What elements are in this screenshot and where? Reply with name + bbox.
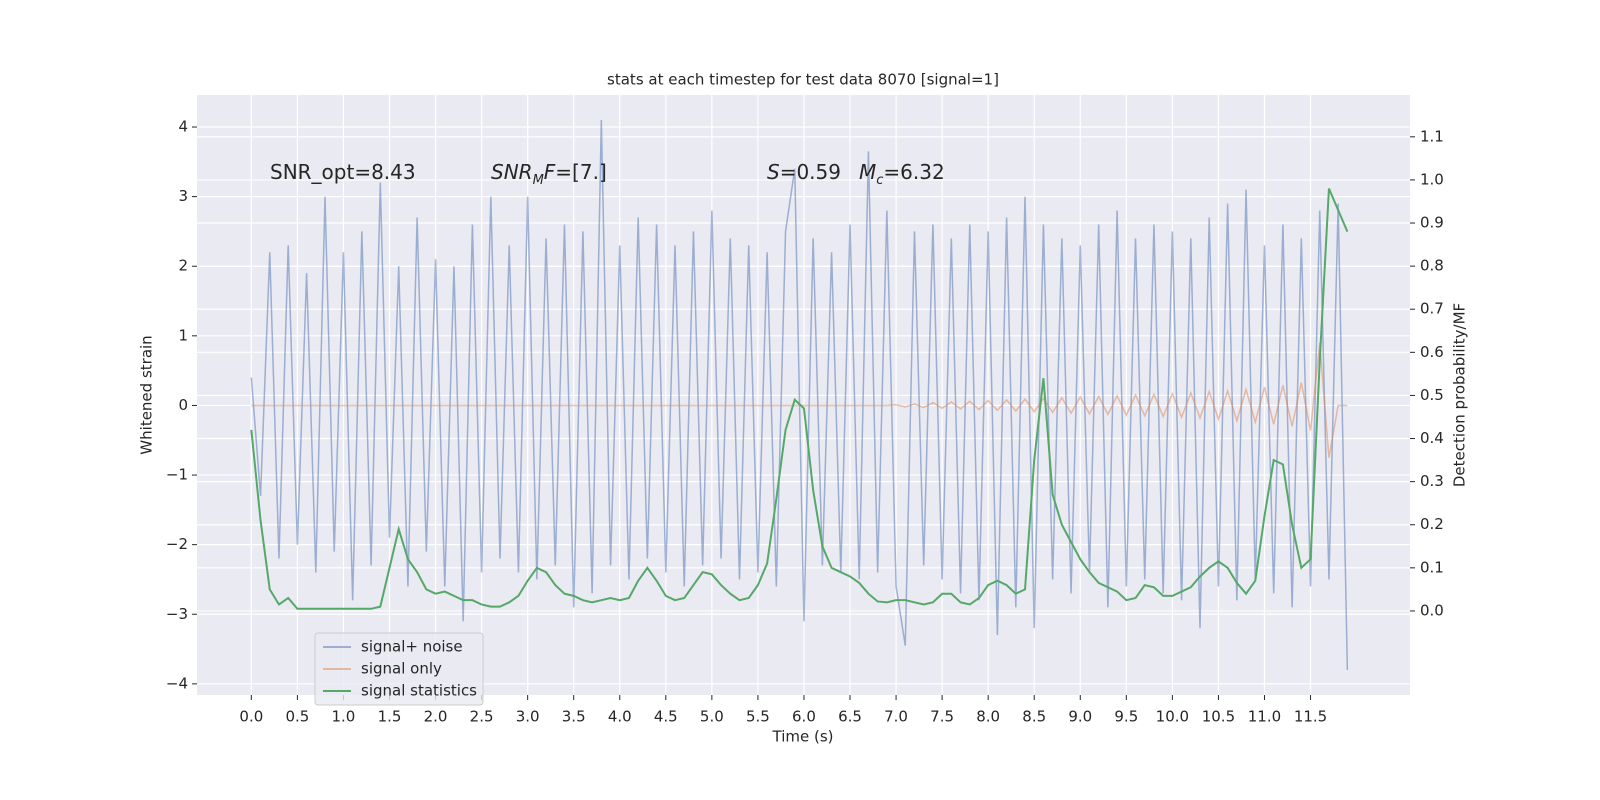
annotation-part: S <box>767 160 780 184</box>
x-tick-label: 3.5 <box>562 708 586 726</box>
x-tick-label: 5.5 <box>746 708 770 726</box>
y-tick-label: 4 <box>178 118 188 136</box>
y-tick-label: −1 <box>166 466 188 484</box>
y2-tick-label: 0.6 <box>1420 343 1444 361</box>
legend-label: signal statistics <box>361 682 477 700</box>
y-tick-label: 1 <box>178 326 188 344</box>
annotation: S=0.59 <box>767 160 841 184</box>
annotation-part: SNR <box>491 160 533 184</box>
series-line <box>250 188 1349 610</box>
series-line <box>251 342 1348 458</box>
x-tick-label: 0.0 <box>239 708 263 726</box>
legend-label: signal+ noise <box>361 638 463 656</box>
x-axis-label: Time (s) <box>772 728 834 746</box>
x-tick-label: 3.0 <box>516 708 540 726</box>
y2-tick-label: 0.9 <box>1420 214 1444 232</box>
y2-tick-label: 0.8 <box>1420 257 1444 275</box>
x-tick-label: 7.0 <box>884 708 908 726</box>
x-tick-label: 11.5 <box>1294 708 1327 726</box>
y-tick-label: −4 <box>166 674 188 692</box>
x-tick-label: 9.0 <box>1068 708 1092 726</box>
x-tick-label: 2.5 <box>470 708 494 726</box>
y2-tick-label: 0.7 <box>1420 300 1444 318</box>
annotation: SNR_opt=8.43 <box>270 160 416 184</box>
series-line <box>250 120 1349 670</box>
y2-tick-label: 0.4 <box>1420 429 1444 447</box>
y-tick-label: −3 <box>166 605 188 623</box>
x-tick-label: 0.5 <box>285 708 309 726</box>
x-tick-label: 1.0 <box>332 708 356 726</box>
y2-tick-label: 1.0 <box>1420 170 1444 188</box>
annotation-part: =6.32 <box>883 160 944 184</box>
x-tick-label: 6.0 <box>792 708 816 726</box>
annotation-part: =0.59 <box>780 160 841 184</box>
y2-tick-label: 0.3 <box>1420 472 1444 490</box>
x-tick-label: 4.5 <box>654 708 678 726</box>
y2-tick-label: 0.1 <box>1420 558 1444 576</box>
y2-tick-label: 0.0 <box>1420 601 1444 619</box>
x-tick-label: 10.0 <box>1156 708 1189 726</box>
annotation-part: =[7.] <box>555 160 606 184</box>
y-axis-label: Whitened strain <box>138 335 156 454</box>
y-tick-label: 0 <box>178 396 188 414</box>
annotation: Mc=6.32 <box>859 160 945 189</box>
x-tick-label: 5.0 <box>700 708 724 726</box>
x-tick-label: 4.0 <box>608 708 632 726</box>
y2-tick-label: 1.1 <box>1420 127 1444 145</box>
annotation-part: M <box>533 173 544 188</box>
y-tick-label: 3 <box>178 187 188 205</box>
annotation-part: SNR_opt=8.43 <box>270 160 416 184</box>
x-tick-label: 8.0 <box>976 708 1000 726</box>
x-tick-label: 10.5 <box>1202 708 1235 726</box>
x-tick-label: 7.5 <box>930 708 954 726</box>
annotation: SNRMF=[7.] <box>491 160 607 189</box>
x-tick-label: 8.5 <box>1022 708 1046 726</box>
x-tick-label: 9.5 <box>1114 708 1138 726</box>
y2-tick-label: 0.2 <box>1420 515 1444 533</box>
annotation-part: F <box>544 160 556 184</box>
chart-title: stats at each timestep for test data 807… <box>607 71 999 89</box>
legend-box <box>314 632 484 706</box>
x-tick-label: 2.0 <box>424 708 448 726</box>
x-tick-label: 1.5 <box>378 708 402 726</box>
y2-tick-label: 0.5 <box>1420 386 1444 404</box>
legend-label: signal only <box>361 660 442 678</box>
x-tick-label: 6.5 <box>838 708 862 726</box>
annotation-part: c <box>876 173 883 188</box>
annotation-part: M <box>859 160 876 184</box>
x-tick-label: 11.0 <box>1248 708 1281 726</box>
y-tick-label: 2 <box>178 257 188 275</box>
y2-axis-label: Detection probability/MF <box>1451 303 1469 487</box>
y-tick-label: −2 <box>166 535 188 553</box>
